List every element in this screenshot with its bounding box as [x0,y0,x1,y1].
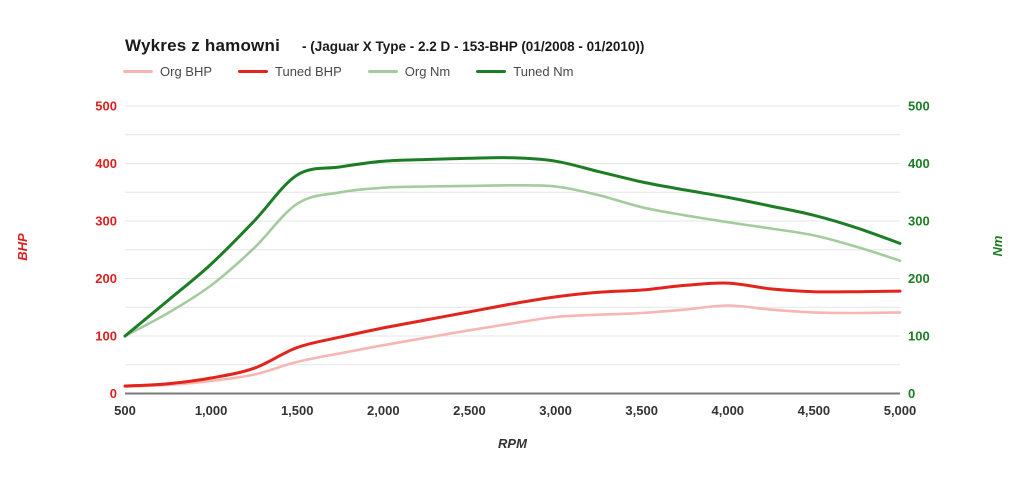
left-axis-tick-label: 400 [95,156,117,171]
x-axis-tick-label: 500 [114,403,136,418]
x-axis-tick-label: 2,500 [453,403,486,418]
right-axis-tick-label: 400 [908,156,930,171]
x-axis-tick-label: 1,000 [195,403,228,418]
chart-title-row: Wykres z hamowni - (Jaguar X Type - 2.2 … [125,36,644,56]
x-axis-tick-label: 5,000 [884,403,917,418]
legend-line-swatch [123,69,153,73]
right-axis-tick-label: 0 [908,386,915,401]
legend-item-org-nm: Org Nm [367,63,451,79]
x-axis-tick-label: 3,000 [539,403,572,418]
legend-label: Org Nm [404,63,451,79]
legend-label: Tuned BHP [275,63,342,79]
legend-line-swatch [367,69,398,73]
x-axis-tick-label: 3,500 [625,403,658,418]
series-line-org-bhp [123,304,902,388]
x-axis-title: RPM [498,436,528,451]
legend-line-swatch [238,69,269,73]
series-line-tuned-nm [123,156,902,338]
right-axis-tick-label: 500 [908,99,930,114]
left-axis-tick-label: 0 [110,386,117,401]
left-axis-title: BHP [15,233,30,261]
chart-legend: Org BHP Tuned BHP Org Nm Tuned Nm [123,62,573,80]
x-axis-tick-label: 4,500 [798,403,831,418]
right-axis-tick-label: 300 [908,214,930,229]
left-axis-tick-label: 200 [95,271,117,286]
legend-label: Org BHP [160,63,213,79]
right-axis-tick-label: 100 [908,329,930,344]
legend-line-swatch [476,69,507,73]
chart-title: Wykres z hamowni [125,36,280,55]
right-axis-title: Nm [990,235,1005,256]
legend-item-tuned-bhp: Tuned BHP [238,64,342,79]
left-axis-tick-label: 100 [95,329,117,344]
x-axis-tick-label: 2,000 [367,403,400,418]
left-axis-tick-label: 300 [95,214,117,229]
legend-label: Tuned Nm [513,63,574,79]
left-axis-tick-label: 500 [95,99,117,114]
legend-item-org-bhp: Org BHP [123,64,212,79]
legend-item-tuned-nm: Tuned Nm [476,64,573,79]
x-axis-tick-label: 1,500 [281,403,314,418]
x-axis-tick-label: 4,000 [712,403,745,418]
right-axis-tick-label: 200 [908,271,930,286]
series-line-tuned-bhp [123,281,902,388]
chart-subtitle: - (Jaguar X Type - 2.2 D - 153-BHP (01/2… [302,39,645,54]
series-line-org-nm [123,184,902,338]
